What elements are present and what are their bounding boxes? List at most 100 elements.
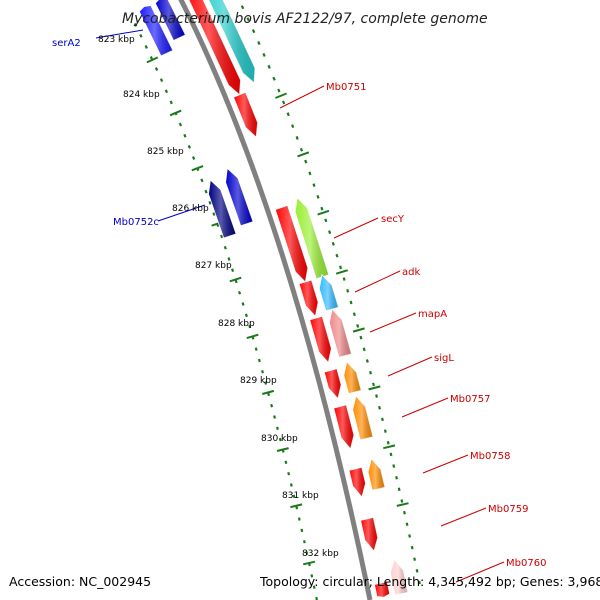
major-tick <box>317 209 330 216</box>
gene-arrow-sigL-inner[interactable] <box>323 368 342 400</box>
label-leader-line <box>157 204 206 222</box>
major-tick <box>146 56 159 64</box>
tick-mark <box>305 551 309 555</box>
major-tick <box>297 151 310 158</box>
major-tick <box>229 276 242 283</box>
gene-arrow-sigL[interactable] <box>343 360 362 395</box>
gene-label-Mb0759[interactable]: Mb0759 <box>488 504 528 515</box>
gene-label-Mb0752c[interactable]: Mb0752c <box>113 217 159 228</box>
major-tick <box>302 560 316 566</box>
tick-mark <box>227 257 231 261</box>
major-tick <box>352 327 365 333</box>
ruler-labels: 823 kbp 824 kbp 825 kbp 826 kbp 827 kbp … <box>98 35 339 559</box>
tick-mark <box>178 122 183 127</box>
tick-mark <box>331 242 335 246</box>
tick-mark <box>187 144 191 149</box>
gene-label-Mb0760[interactable]: Mb0760 <box>506 558 546 569</box>
tick-mark <box>316 194 320 199</box>
major-tick <box>191 165 204 172</box>
tick-mark <box>342 277 346 281</box>
gene-label-Mb0757[interactable]: Mb0757 <box>450 394 490 405</box>
major-tick <box>246 333 259 340</box>
ruler-label-824: 824 kbp <box>123 90 160 100</box>
ruler-label-823: 823 kbp <box>98 35 135 45</box>
tick-mark <box>395 475 398 480</box>
tick-mark <box>281 100 286 105</box>
tick-mark <box>231 268 235 273</box>
gene-arrow-Mb0759[interactable] <box>360 517 379 552</box>
tick-mark <box>292 494 296 499</box>
tick-mark <box>267 64 271 69</box>
label-leader-line <box>387 356 433 377</box>
tick-mark <box>383 429 387 433</box>
gene-arrow-mapA[interactable] <box>328 308 352 358</box>
tick-mark <box>159 78 164 83</box>
tick-mark <box>169 100 173 105</box>
gene-label-secY[interactable]: secY <box>381 214 405 225</box>
tick-mark <box>251 29 256 34</box>
tick-mark <box>261 370 264 374</box>
tick-mark <box>257 41 261 46</box>
gene-label-adk[interactable]: adk <box>402 267 420 278</box>
major-tick <box>169 109 182 117</box>
gene-arrow-adk-inner[interactable] <box>298 279 319 317</box>
tick-mark <box>208 200 212 205</box>
tick-mark <box>264 381 268 385</box>
tick-mark <box>386 440 390 445</box>
tick-mark <box>149 56 154 60</box>
inner-tick-track <box>133 22 318 600</box>
major-tick <box>335 269 348 275</box>
gene-arrow-Mb0759-a[interactable] <box>348 466 366 498</box>
tick-mark <box>381 417 384 422</box>
label-leader-lines <box>95 29 505 583</box>
gene-label-mapA[interactable]: mapA <box>418 309 447 320</box>
major-tick <box>275 92 287 99</box>
tick-mark <box>278 437 282 442</box>
tick-mark <box>339 265 343 270</box>
tick-mark <box>410 545 414 550</box>
tick-mark <box>286 112 290 117</box>
label-leader-line <box>279 85 325 109</box>
tick-mark <box>262 52 266 57</box>
tick-mark <box>164 89 169 94</box>
tick-mark <box>303 540 306 544</box>
genome-title: Mycobacterium bovis AF2122/97, complete … <box>122 11 488 27</box>
tick-mark <box>415 569 419 573</box>
tick-mark <box>408 534 411 538</box>
tick-mark <box>413 557 416 561</box>
major-tick <box>396 502 409 507</box>
gene-arrow-Mb0758[interactable] <box>367 457 386 491</box>
gene-label-Mb0751[interactable]: Mb0751 <box>326 82 366 93</box>
tick-mark <box>240 5 245 10</box>
tick-mark <box>234 279 238 284</box>
tick-mark <box>287 471 291 476</box>
tick-mark <box>320 206 324 211</box>
ruler-label-831: 831 kbp <box>282 491 319 501</box>
tick-mark <box>223 245 227 250</box>
major-tick <box>262 389 275 395</box>
tick-mark <box>272 76 276 81</box>
gene-arrow-Mb0757[interactable] <box>352 395 374 441</box>
tick-mark <box>365 359 369 363</box>
tick-mark <box>276 426 279 431</box>
tick-mark <box>324 218 328 223</box>
gene-label-Mb0758[interactable]: Mb0758 <box>470 451 510 462</box>
tick-mark <box>289 483 293 487</box>
label-leader-line <box>440 507 487 527</box>
tick-mark <box>295 136 299 140</box>
tick-mark <box>200 178 204 183</box>
tick-mark <box>257 358 261 363</box>
gene-label-sigL[interactable]: sigL <box>434 353 454 364</box>
tick-mark <box>254 347 258 351</box>
tick-mark <box>297 517 301 521</box>
gene-arrow-adk[interactable] <box>318 273 339 312</box>
tick-mark <box>212 212 216 216</box>
tick-mark <box>346 288 350 293</box>
tick-mark <box>291 124 295 129</box>
tick-mark <box>312 183 316 187</box>
tick-mark <box>248 324 252 329</box>
tick-mark <box>244 313 248 318</box>
tick-mark <box>284 460 288 465</box>
gene-label-serA2[interactable]: serA2 <box>52 38 81 49</box>
